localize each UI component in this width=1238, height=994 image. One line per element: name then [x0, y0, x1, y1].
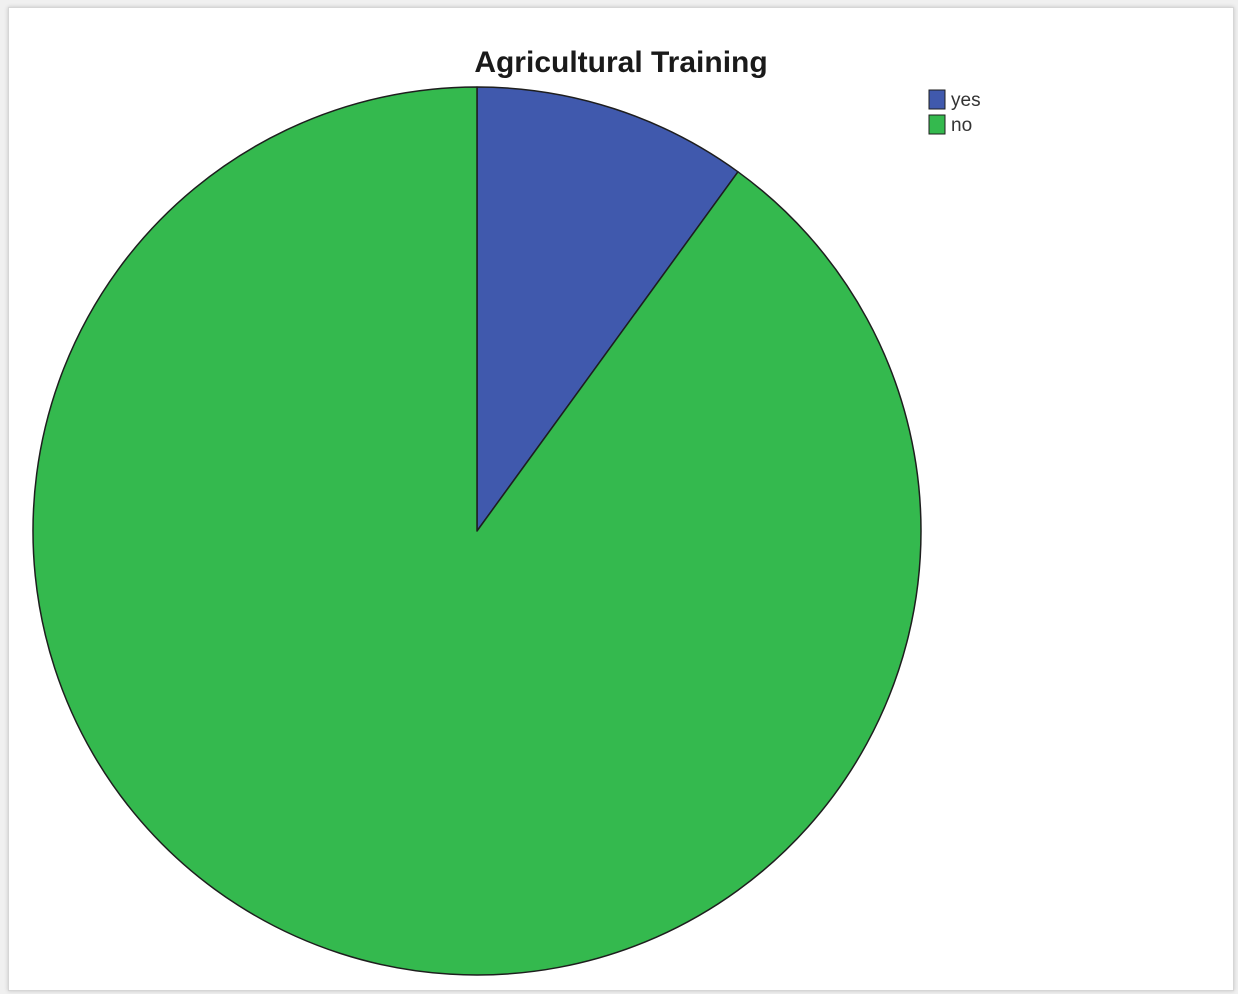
legend-label-yes: yes — [951, 90, 981, 111]
legend: yes no — [928, 89, 981, 136]
pie-slice-yes — [476, 86, 739, 532]
legend-swatch-yes — [928, 89, 946, 110]
legend-label-no: no — [951, 115, 972, 136]
legend-swatch-no — [928, 114, 946, 135]
chart-title: Agricultural Training — [474, 46, 767, 79]
pie-slices — [32, 86, 922, 976]
pie-slice-no — [32, 86, 922, 976]
